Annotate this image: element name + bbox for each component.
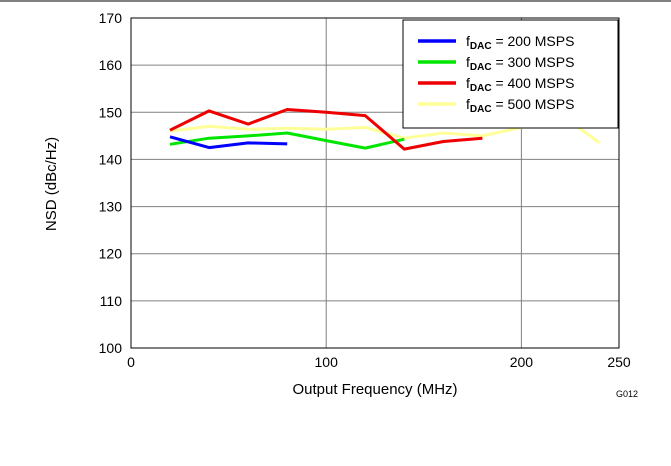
legend-entry: fDAC = 400 MSPS bbox=[466, 75, 574, 94]
figure-id: G012 bbox=[616, 389, 638, 399]
y-tick-label: 150 bbox=[99, 104, 123, 120]
y-tick-labels: 100 110 120 130 140 150 160 170 bbox=[99, 10, 123, 356]
y-axis-label: NSD (dBc/Hz) bbox=[43, 137, 60, 231]
y-tick-label: 130 bbox=[99, 199, 123, 215]
y-tick-label: 170 bbox=[99, 10, 123, 26]
legend-entry: fDAC = 200 MSPS bbox=[466, 33, 574, 52]
legend: fDAC = 200 MSPS fDAC = 300 MSPS fDAC = 400… bbox=[402, 19, 619, 129]
x-tick-label: 0 bbox=[127, 354, 135, 370]
x-tick-label: 200 bbox=[510, 354, 534, 370]
series-line-300-msps bbox=[169, 131, 405, 150]
plot-frame bbox=[130, 17, 620, 349]
x-tick-label: 250 bbox=[607, 354, 631, 370]
y-tick-label: 160 bbox=[99, 57, 123, 73]
y-tick-label: 140 bbox=[99, 151, 123, 167]
y-tick-label: 120 bbox=[99, 246, 123, 262]
y-tick-label: 100 bbox=[99, 340, 123, 356]
legend-entry: fDAC = 300 MSPS bbox=[466, 54, 574, 73]
series-line-400-msps bbox=[169, 108, 483, 151]
x-tick-label: 100 bbox=[315, 354, 339, 370]
series-line-200-msps bbox=[169, 135, 288, 150]
x-axis-label: Output Frequency (MHz) bbox=[292, 381, 457, 398]
x-tick-labels: 0 100 200 250 bbox=[127, 354, 631, 370]
legend-entry: fDAC = 500 MSPS bbox=[466, 96, 574, 115]
legend-box bbox=[402, 19, 619, 129]
y-tick-label: 110 bbox=[100, 293, 123, 309]
